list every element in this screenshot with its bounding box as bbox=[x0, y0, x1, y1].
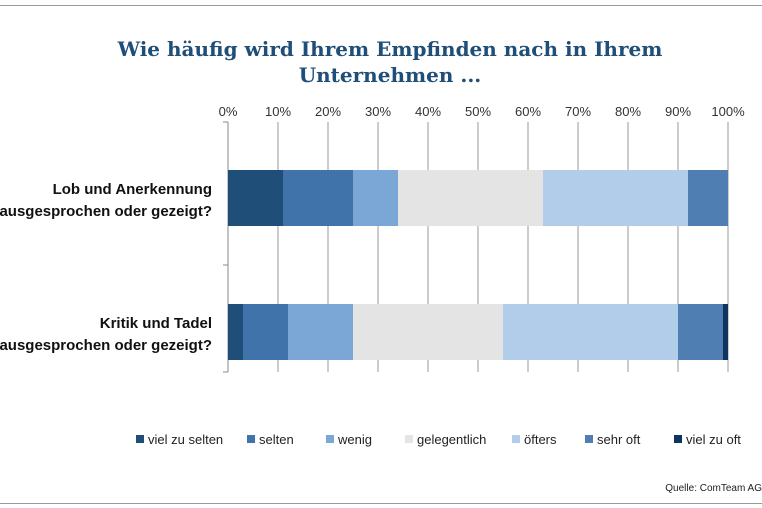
legend-swatch bbox=[136, 435, 144, 443]
bar-segment bbox=[503, 304, 678, 360]
legend-swatch bbox=[512, 435, 520, 443]
legend-label: selten bbox=[259, 432, 294, 447]
legend-swatch bbox=[326, 435, 334, 443]
bar-segment bbox=[228, 170, 283, 226]
legend-swatch bbox=[585, 435, 593, 443]
category-label: ausgesprochen oder gezeigt? bbox=[0, 203, 212, 220]
x-tick-label: 30% bbox=[365, 104, 391, 119]
bar-segment bbox=[283, 170, 353, 226]
bar-segment bbox=[688, 170, 728, 226]
legend-label: öfters bbox=[524, 432, 557, 447]
x-tick-label: 100% bbox=[711, 104, 745, 119]
legend-label: gelegentlich bbox=[417, 432, 486, 447]
x-tick-label: 50% bbox=[465, 104, 491, 119]
bar-segment bbox=[398, 170, 543, 226]
bar-segment bbox=[543, 170, 688, 226]
bar-segment bbox=[353, 304, 503, 360]
x-tick-label: 40% bbox=[415, 104, 441, 119]
bar-segment bbox=[723, 304, 728, 360]
x-tick-label: 90% bbox=[665, 104, 691, 119]
legend-label: wenig bbox=[337, 432, 372, 447]
category-label: ausgesprochen oder gezeigt? bbox=[0, 337, 212, 354]
legend-label: viel zu oft bbox=[686, 432, 741, 447]
x-tick-label: 10% bbox=[265, 104, 291, 119]
x-tick-label: 60% bbox=[515, 104, 541, 119]
category-label: Kritik und Tadel bbox=[100, 315, 212, 332]
x-tick-label: 20% bbox=[315, 104, 341, 119]
x-tick-label: 80% bbox=[615, 104, 641, 119]
bottom-rule bbox=[0, 503, 762, 504]
legend-swatch bbox=[405, 435, 413, 443]
legend-swatch bbox=[674, 435, 682, 443]
bar-segment bbox=[228, 304, 243, 360]
legend-label: sehr oft bbox=[597, 432, 641, 447]
category-label: Lob und Anerkennung bbox=[53, 181, 212, 198]
bar-segment bbox=[288, 304, 353, 360]
x-tick-label: 70% bbox=[565, 104, 591, 119]
legend-label: viel zu selten bbox=[148, 432, 223, 447]
top-rule bbox=[0, 5, 762, 6]
x-tick-label: 0% bbox=[219, 104, 238, 119]
bar-segment bbox=[243, 304, 288, 360]
bar-segment bbox=[678, 304, 723, 360]
bar-segment bbox=[353, 170, 398, 226]
source-note: Quelle: ComTeam AG bbox=[665, 483, 762, 494]
legend-swatch bbox=[247, 435, 255, 443]
chart-title: Wie häufig wird Ihrem Empfinden nach in … bbox=[117, 37, 663, 87]
